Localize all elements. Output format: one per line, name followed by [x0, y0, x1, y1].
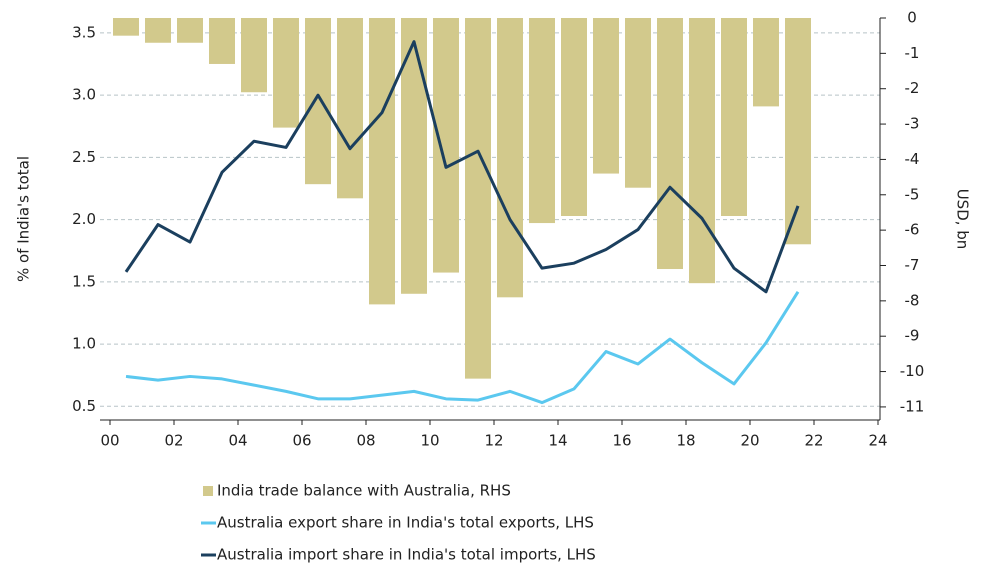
x-tick-label: 04 [228, 432, 247, 450]
y2-tick-label: -2 [905, 79, 920, 97]
bar [241, 18, 267, 93]
x-tick-label: 14 [548, 432, 567, 450]
bar [497, 18, 523, 298]
y2-tick-label: -3 [905, 115, 920, 133]
x-tick-label: 16 [612, 432, 631, 450]
bar [625, 18, 651, 188]
x-tick-label: 06 [292, 432, 311, 450]
y-tick-label: 1.5 [72, 272, 96, 290]
bar [209, 18, 235, 64]
y2-tick-label: -9 [905, 327, 920, 345]
bar [721, 18, 747, 216]
bar [273, 18, 299, 128]
y2-tick-label: -8 [905, 291, 920, 309]
bar [561, 18, 587, 216]
y-tick-label: 3.5 [72, 23, 96, 41]
legend-label: Australia import share in India's total … [217, 546, 596, 564]
y2-tick-label: -7 [905, 256, 920, 274]
bar [305, 18, 331, 185]
x-tick-label: 02 [164, 432, 183, 450]
bar [369, 18, 395, 305]
y-tick-label: 2.0 [72, 210, 96, 228]
x-tick-label: 00 [100, 432, 119, 450]
y-tick-label: 2.5 [72, 148, 96, 166]
y2-axis-label: USD, bn [954, 189, 972, 250]
x-tick-label: 20 [740, 432, 759, 450]
bar [465, 18, 491, 379]
legend-label: Australia export share in India's total … [217, 514, 594, 532]
y2-tick-label: -11 [900, 397, 925, 415]
legend-label: India trade balance with Australia, RHS [217, 482, 511, 500]
bar [337, 18, 363, 199]
bar [177, 18, 203, 43]
bar [785, 18, 811, 245]
bar [753, 18, 779, 107]
y2-tick-label: 0 [907, 9, 917, 27]
x-tick-label: 10 [420, 432, 439, 450]
line [125, 291, 800, 405]
x-tick-label: 22 [804, 432, 823, 450]
legend-swatch [203, 486, 213, 496]
bar [657, 18, 683, 270]
y2-tick-label: -4 [905, 150, 920, 168]
x-tick-label: 18 [676, 432, 695, 450]
line [124, 40, 800, 294]
y-axis-label: % of India's total [15, 156, 33, 282]
x-tick-label: 12 [484, 432, 503, 450]
y-tick-label: 3.0 [72, 86, 96, 104]
x-tick-label: 08 [356, 432, 375, 450]
y2-tick-label: -10 [900, 362, 925, 380]
bar [689, 18, 715, 284]
bar [529, 18, 555, 224]
y-tick-label: 0.5 [72, 397, 96, 415]
bar [593, 18, 619, 174]
bar [113, 18, 139, 36]
bar [145, 18, 171, 43]
y2-tick-label: -5 [905, 185, 920, 203]
y2-tick-label: -1 [905, 44, 920, 62]
y-tick-label: 1.0 [72, 335, 96, 353]
y2-tick-label: -6 [905, 221, 920, 239]
x-tick-label: 24 [868, 432, 887, 450]
bar [433, 18, 459, 273]
